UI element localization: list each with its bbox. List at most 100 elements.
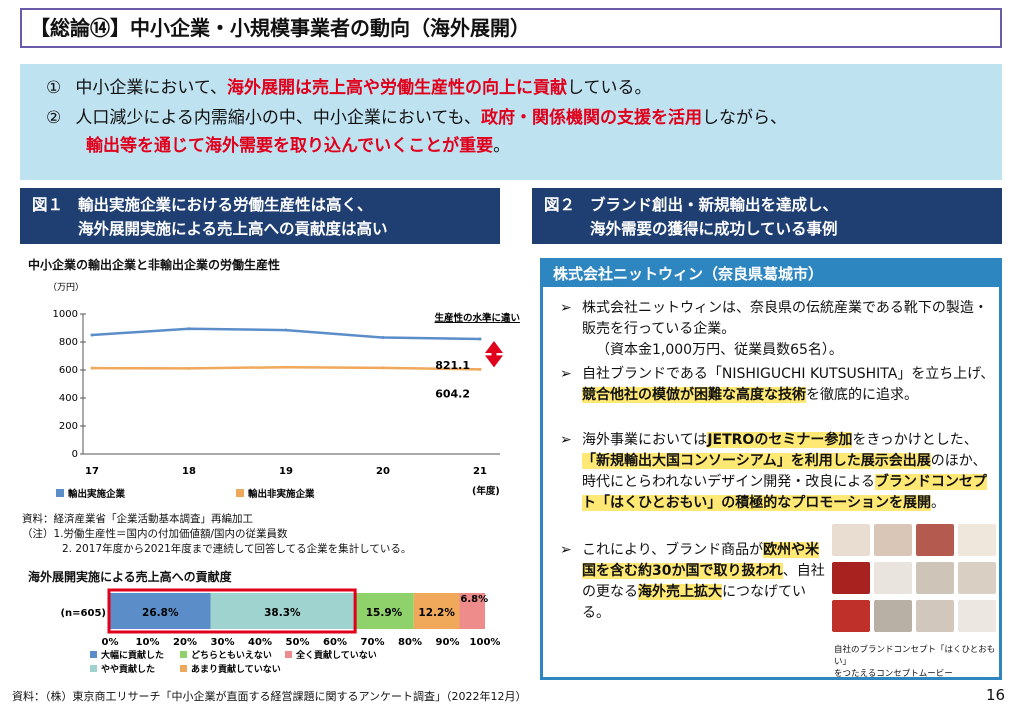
- y-tick-label: 0: [72, 449, 78, 460]
- bullet-text: 海外事業においては: [582, 432, 708, 448]
- line-chart: （万円） 0 200 400 600 800 1000 17 18 19 20 21 821.1 604.…: [48, 282, 520, 500]
- photo-tile: [916, 562, 954, 594]
- point-number: ②: [46, 108, 62, 128]
- summary-point-1: ① 中小企業において、海外展開は売上高や労働生産性の向上に貢献している。: [46, 74, 1002, 102]
- photo-tile: [832, 600, 870, 632]
- data-point: [381, 366, 385, 370]
- x-tick-label: 17: [85, 466, 99, 477]
- y-tick-label: 200: [59, 421, 78, 432]
- bullet-text: （資本金1,000万円、従業員数65名）。: [596, 342, 843, 358]
- bullet-text: これにより、ブランド商品が: [582, 542, 764, 558]
- company-name: 株式会社ニットウィン（奈良県葛城市）: [543, 261, 999, 287]
- case-study-box: [540, 258, 1002, 680]
- photo-tile: [832, 562, 870, 594]
- photo-tile: [958, 524, 996, 556]
- summary-text: 。: [493, 136, 511, 156]
- source-note: 資料：経済産業省「企業活動基本調査」再編加工: [22, 513, 253, 525]
- summary-text: している。: [567, 78, 652, 98]
- legend-swatch: [180, 651, 187, 658]
- legend-label: あまり貢献していない: [191, 663, 281, 675]
- bullet-text: 。: [931, 495, 946, 511]
- bullet-text: 、自社の更なる: [582, 563, 825, 600]
- legend-swatch: [90, 665, 97, 672]
- summary-emphasis: 政府・関係機関の支援を活用: [481, 108, 703, 128]
- summary-emphasis: 海外展開は売上高や労働生産性の向上に貢献: [227, 78, 568, 98]
- bullet-marker-icon: ➢: [560, 366, 572, 382]
- page-title: 【総論⑭】中小企業・小規模事業者の動向（海外展開）: [20, 8, 1002, 48]
- data-label: 6.8%: [460, 594, 488, 605]
- bar-segment: [354, 593, 414, 629]
- summary-text: しながら、: [702, 108, 788, 128]
- y-axis-unit: （万円）: [48, 282, 84, 293]
- legend-swatch: [236, 489, 244, 497]
- footnote: 2. 2017年度から2021年度まで連続して回答してる企業を集計している。: [62, 543, 412, 555]
- x-tick-label: 21: [473, 466, 487, 477]
- data-point: [478, 367, 482, 371]
- data-point: [284, 365, 288, 369]
- x-tick-label: 20: [376, 466, 390, 477]
- bullet-1: ➢ 株式会社ニットウィンは、奈良県の伝統産業である靴下の製造・販売を行っている企…: [560, 298, 998, 361]
- bullet-highlight: 海外売上拡大: [638, 584, 722, 600]
- bullet-marker-icon: ➢: [560, 542, 572, 558]
- data-label: 26.8%: [142, 607, 179, 619]
- data-point: [90, 333, 94, 337]
- legend-label: 輸出非実施企業: [248, 488, 315, 500]
- bullet-4: ➢ これにより、ブランド商品が欧州や米国を含む約30か国で取り扱われ、自社の更な…: [560, 540, 826, 624]
- legend-swatch: [90, 651, 97, 658]
- data-point: [284, 328, 288, 332]
- bullet-text: 株式会社ニットウィンは、奈良県の伝統産業である靴下の製造・販売を行っている企業。: [582, 300, 988, 337]
- data-point: [381, 336, 385, 340]
- bar-segment: [459, 593, 485, 629]
- chart1-notes: 資料：経済産業省「企業活動基本調査」再編加工 （注）1.労働生産性＝国内の付加価…: [22, 512, 512, 557]
- summary-box: ① 中小企業において、海外展開は売上高や労働生産性の向上に貢献している。 ② 人…: [20, 64, 1002, 180]
- x-tick-label: 19: [279, 466, 293, 477]
- page-number: 16: [986, 686, 1006, 704]
- chart1-title: 中小企業の輸出企業と非輸出企業の労働生産性: [28, 258, 281, 272]
- highlight-box: [107, 588, 357, 634]
- y-tick-label: 400: [59, 393, 78, 404]
- data-point: [90, 366, 94, 370]
- caption-line: 自社のブランドコンセプト「はくひとおもい」: [834, 645, 996, 667]
- bullet-text: を徹底的に追求。: [806, 387, 918, 403]
- annotation-arrow-head: [485, 341, 503, 354]
- x-tick-label: 30%: [211, 637, 235, 648]
- bullet-highlight: JETROのセミナー参加: [707, 432, 853, 448]
- y-tick-label: 600: [59, 365, 78, 376]
- bullet-text: につなげている。: [582, 584, 806, 621]
- bar-segment: [110, 593, 211, 629]
- bullet-highlight: 「新規輸出大国コンソーシアム」を利用した展示会出展: [582, 453, 931, 469]
- legend-label: やや貢献した: [101, 663, 155, 675]
- x-tick-label: 40%: [248, 637, 272, 648]
- figure-label: 図１: [32, 196, 64, 214]
- summary-text: 中小企業において、: [75, 78, 228, 98]
- chart2-title: 海外展開実施による売上高への貢献度: [28, 570, 232, 584]
- summary-point-2-cont: 輸出等を通じて海外需要を取り込んでいくことが重要。: [46, 132, 1002, 160]
- data-point: [187, 366, 191, 370]
- photo-tile: [916, 524, 954, 556]
- data-label: 821.1: [435, 359, 470, 372]
- photo-tile: [916, 600, 954, 632]
- point-number: ①: [46, 78, 62, 98]
- data-point: [478, 337, 482, 341]
- bullet-highlight: 競合他社の模倣が困難な高度な技術: [582, 387, 806, 403]
- x-tick-label: 90%: [436, 637, 460, 648]
- legend-label: 大幅に貢献した: [101, 649, 164, 661]
- figure-title-line: 海外需要の獲得に成功している事例: [590, 220, 838, 238]
- figure-title-line: ブランド創出・新規輸出を達成し、: [590, 196, 839, 214]
- bullet-marker-icon: ➢: [560, 300, 572, 316]
- figure-label: 図２: [544, 196, 576, 214]
- x-tick-label: 18: [182, 466, 196, 477]
- figure1-heading: 図１ 輸出実施企業における労働生産性は高く、 海外展開実施による売上高への貢献度は…: [20, 188, 500, 244]
- data-label: 12.2%: [418, 607, 455, 619]
- legend-label: 全く貢献していない: [295, 649, 377, 661]
- bullet-text: をきっかけとした、: [852, 432, 978, 448]
- source-note-2: 資料：（株）東京商工リサーチ「中小企業が直面する経営課題に関するアンケート調査」…: [12, 690, 527, 703]
- summary-text: 人口減少による内需縮小の中、中小企業においても、: [75, 108, 482, 128]
- bullet-text: のほか、時代にとらわれないデザイン開発・改良による: [582, 453, 987, 490]
- legend-swatch: [56, 489, 64, 497]
- legend-swatch: [180, 665, 187, 672]
- photo-tile: [874, 600, 912, 632]
- x-tick-label: 60%: [323, 637, 347, 648]
- caption-line: をつたえるコンセプトムービー: [834, 669, 953, 679]
- category-label: (n=605): [60, 608, 106, 619]
